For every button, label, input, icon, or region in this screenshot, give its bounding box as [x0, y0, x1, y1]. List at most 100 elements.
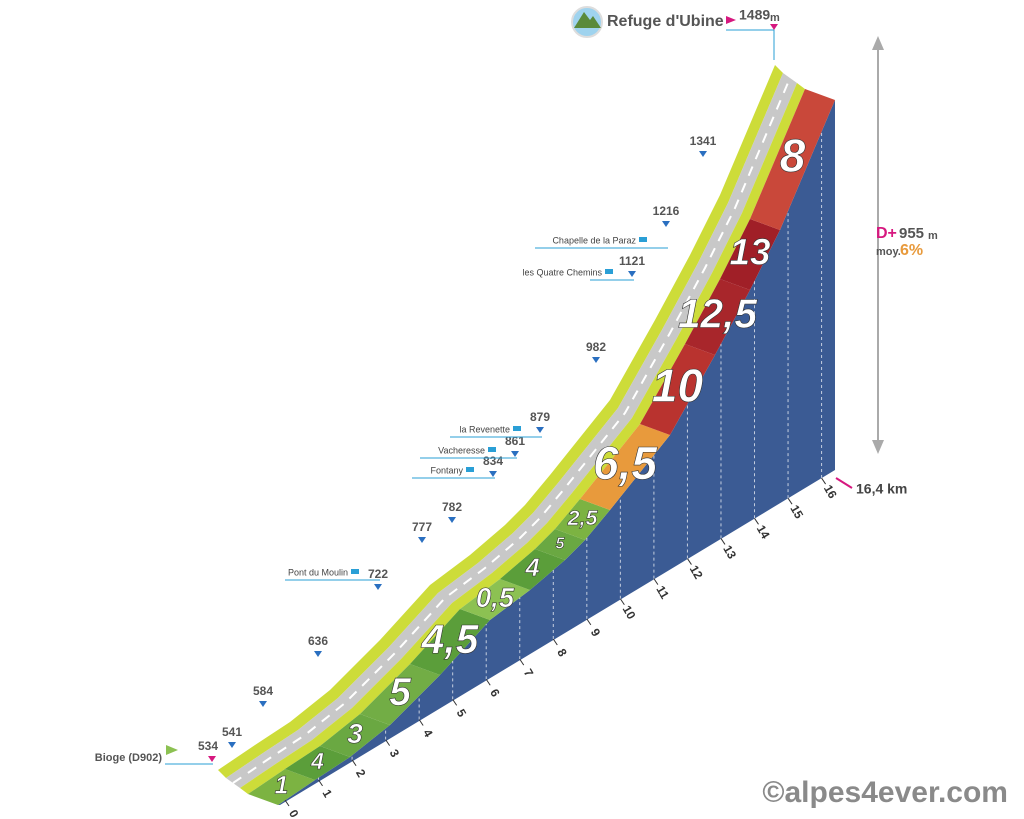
gradient-segment: [685, 279, 750, 355]
km-tick: [519, 658, 525, 666]
altitude-label: 834: [483, 454, 503, 468]
km-label: 10: [620, 603, 639, 622]
gradient-label: 6,5: [593, 437, 658, 489]
km-label: 4: [420, 727, 436, 740]
summit-icon-mountain: [574, 12, 601, 28]
altitude-label: 636: [308, 634, 328, 648]
average: 6%: [900, 242, 923, 259]
altitude-label: 777: [412, 520, 432, 534]
altitude-pointer: [448, 517, 456, 523]
gradient-label: 10: [652, 360, 704, 412]
gradient-segment: [500, 549, 565, 590]
place-icon: [605, 269, 613, 274]
km-tick: [821, 477, 827, 485]
gradient-segment: [535, 529, 585, 560]
km-label: 13: [720, 543, 739, 562]
altitude-label: 879: [530, 410, 550, 424]
start-altitude: 534: [198, 739, 218, 753]
gradient-label: 4,5: [421, 616, 480, 662]
place-icon: [639, 237, 647, 242]
gradient-label: 4: [524, 554, 539, 582]
km-tick: [485, 678, 491, 686]
altitude-label: 861: [505, 434, 525, 448]
km-tick: [385, 739, 391, 746]
altitude-pointer: [374, 584, 382, 590]
altitude-label: 722: [368, 567, 388, 581]
gradient-label: 12,5: [678, 291, 758, 337]
place-name: Pont du Moulin: [288, 567, 348, 577]
km-label: 3: [387, 747, 403, 760]
gradient-segment: [750, 89, 835, 230]
altitude-pointer: [259, 701, 267, 707]
km-tick: [284, 799, 290, 807]
km-tick: [720, 538, 726, 545]
km-label: 15: [787, 502, 806, 521]
gradient-label: 4: [310, 748, 324, 774]
start-flag: [166, 745, 178, 755]
gradient-segment: [720, 219, 780, 290]
summit-flag: [726, 16, 736, 24]
place-name: la Revenette: [459, 424, 510, 434]
km-tick: [552, 638, 558, 646]
start-pointer: [208, 756, 216, 762]
d-plus-label: D+: [876, 225, 897, 242]
km-label: 12: [687, 563, 706, 582]
gradient-label: 5: [389, 671, 412, 714]
km-label: 8: [554, 646, 570, 659]
gradient-segment: [640, 344, 715, 435]
km-tick: [653, 578, 659, 585]
gradient-label: 0,5: [476, 582, 515, 613]
altitude-pointer: [314, 651, 322, 657]
altitude-label: 584: [253, 684, 273, 698]
km-tick: [586, 618, 592, 626]
km-tick: [687, 558, 692, 565]
gradient-segment: [360, 664, 440, 725]
gradient-label: 2,5: [567, 506, 599, 530]
gradient-label: 13: [729, 231, 771, 272]
km-label: 7: [521, 666, 537, 679]
km-label: 16: [821, 482, 840, 501]
altitude-pointer: [592, 357, 600, 363]
altitude-pointer: [418, 537, 426, 543]
altitude-label: 1216: [653, 204, 680, 218]
gradient-label: 1: [275, 772, 289, 799]
altitude-label: 1341: [690, 134, 717, 148]
km-label: 9: [588, 626, 604, 639]
summit-pointer: [770, 24, 778, 30]
km-tick: [754, 518, 759, 525]
arrow-head: [872, 440, 884, 454]
km-tick: [418, 719, 424, 726]
summit-unit: m: [770, 12, 780, 24]
altitude-label: 1121: [619, 254, 645, 268]
place-name: Chapelle de la Paraz: [552, 235, 636, 245]
altitude-pointer: [628, 271, 636, 277]
front-face: [278, 100, 835, 805]
gradient-label: 8: [780, 130, 806, 182]
d-plus: 955: [899, 225, 924, 242]
place-icon: [488, 447, 496, 452]
km-label: 2: [353, 767, 369, 780]
gradient-segment: [285, 746, 350, 780]
altitude-label: 782: [442, 500, 462, 514]
gradient-segment: [555, 499, 610, 540]
altitude-pointer: [699, 151, 707, 157]
altitude-pointer: [489, 471, 497, 477]
gradient-label: 5: [556, 536, 566, 553]
km-label: 14: [754, 523, 773, 542]
watermark: ©alpes4ever.com: [762, 776, 1008, 809]
gradient-label: 3: [347, 717, 363, 749]
place-name: Fontany: [430, 465, 463, 475]
summit-name: Refuge d'Ubine: [607, 13, 724, 30]
average-label: moy.: [876, 246, 901, 258]
gradient-segment: [248, 769, 315, 805]
altitude-pointer: [511, 451, 519, 457]
start-name: Bioge (D902): [95, 752, 163, 764]
km-tick: [318, 779, 323, 787]
km-label: 1: [320, 787, 336, 800]
altitude-pointer: [228, 742, 236, 748]
d-plus-unit: m: [928, 230, 938, 242]
altitude-pointer: [536, 427, 544, 433]
km-tick: [452, 699, 458, 706]
km-label: 0: [286, 807, 302, 819]
